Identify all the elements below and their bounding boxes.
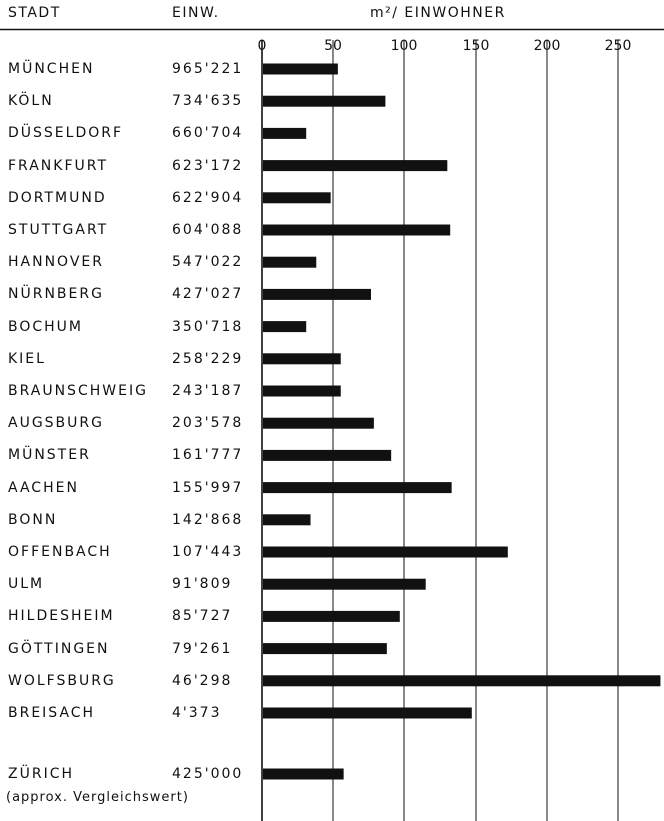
x-tick-label: 100: [391, 38, 418, 54]
population-value: 425'000: [172, 766, 244, 782]
city-label: DORTMUND: [8, 189, 107, 206]
bar: [263, 610, 400, 622]
population-value: 155'997: [172, 479, 244, 496]
population-value: 46'298: [172, 672, 233, 689]
population-value: 623'172: [172, 157, 244, 174]
city-label: DÜSSELDORF: [8, 125, 124, 142]
population-value: 161'777: [172, 447, 244, 464]
bar: [263, 449, 392, 461]
population-value: 622'904: [172, 189, 244, 206]
population-value: 107'443: [172, 544, 244, 560]
population-value: 91'809: [172, 576, 233, 593]
city-label: BREISACH: [8, 705, 96, 721]
city-label: NÜRNBERG: [8, 286, 104, 303]
population-value: 965'221: [172, 61, 244, 77]
city-label: BONN: [8, 511, 58, 528]
column-header-population: EINW.: [172, 5, 220, 21]
column-header-area-per-inhabitant: m²/ EINWOHNER: [370, 5, 506, 21]
city-label: ZÜRICH: [8, 766, 74, 782]
x-tick-label: 50: [324, 38, 342, 54]
x-tick-label: 0: [258, 38, 267, 54]
bar: [263, 288, 371, 300]
bar: [263, 160, 448, 172]
city-label: GÖTTINGEN: [8, 640, 110, 657]
bar: [263, 192, 331, 204]
population-value: 604'088: [172, 222, 244, 238]
bar: [263, 224, 451, 236]
city-label: AUGSBURG: [8, 415, 104, 432]
city-label: KIEL: [8, 350, 46, 367]
city-label: AACHEN: [8, 479, 79, 496]
population-value: 427'027: [172, 286, 244, 303]
city-label: MÜNCHEN: [8, 61, 95, 77]
bar: [263, 417, 374, 429]
bar: [263, 643, 387, 655]
city-label: STUTTGART: [8, 222, 109, 238]
population-value: 4'373: [172, 705, 222, 721]
x-tick-label: 250: [605, 38, 632, 54]
comparison-note: (approx. Vergleichswert): [6, 790, 189, 805]
bar: [263, 482, 452, 494]
population-value: 350'718: [172, 318, 244, 335]
city-label: BRAUNSCHWEIG: [8, 383, 148, 399]
bar: [263, 385, 341, 397]
city-label: OFFENBACH: [8, 544, 112, 560]
city-label: ULM: [8, 576, 45, 593]
bar: [263, 353, 341, 365]
population-value: 660'704: [172, 125, 244, 142]
city-label: FRANKFURT: [8, 157, 109, 174]
x-tick-label: 200: [534, 38, 561, 54]
bar: [263, 578, 426, 590]
bar: [263, 546, 508, 558]
bar: [263, 321, 307, 333]
bar: [263, 95, 386, 107]
bar: [263, 256, 317, 268]
city-label: HILDESHEIM: [8, 608, 115, 625]
population-value: 142'868: [172, 511, 244, 528]
city-label: BOCHUM: [8, 318, 84, 335]
city-label: MÜNSTER: [8, 447, 91, 464]
bar: [263, 707, 472, 719]
city-label: KÖLN: [8, 93, 54, 110]
city-label: WOLFSBURG: [8, 672, 116, 689]
population-value: 734'635: [172, 93, 244, 110]
bar: [263, 63, 338, 75]
bar: [263, 675, 661, 687]
x-tick-label: 150: [463, 38, 490, 54]
population-value: 203'578: [172, 415, 244, 432]
city-label: HANNOVER: [8, 254, 104, 271]
population-value: 85'727: [172, 608, 233, 625]
column-header-city: STADT: [8, 5, 61, 21]
bar: [263, 514, 311, 526]
population-value: 547'022: [172, 254, 244, 271]
population-value: 79'261: [172, 640, 233, 657]
population-value: 258'229: [172, 350, 244, 367]
bar: [263, 127, 307, 139]
bar: [263, 768, 344, 780]
population-value: 243'187: [172, 383, 244, 399]
